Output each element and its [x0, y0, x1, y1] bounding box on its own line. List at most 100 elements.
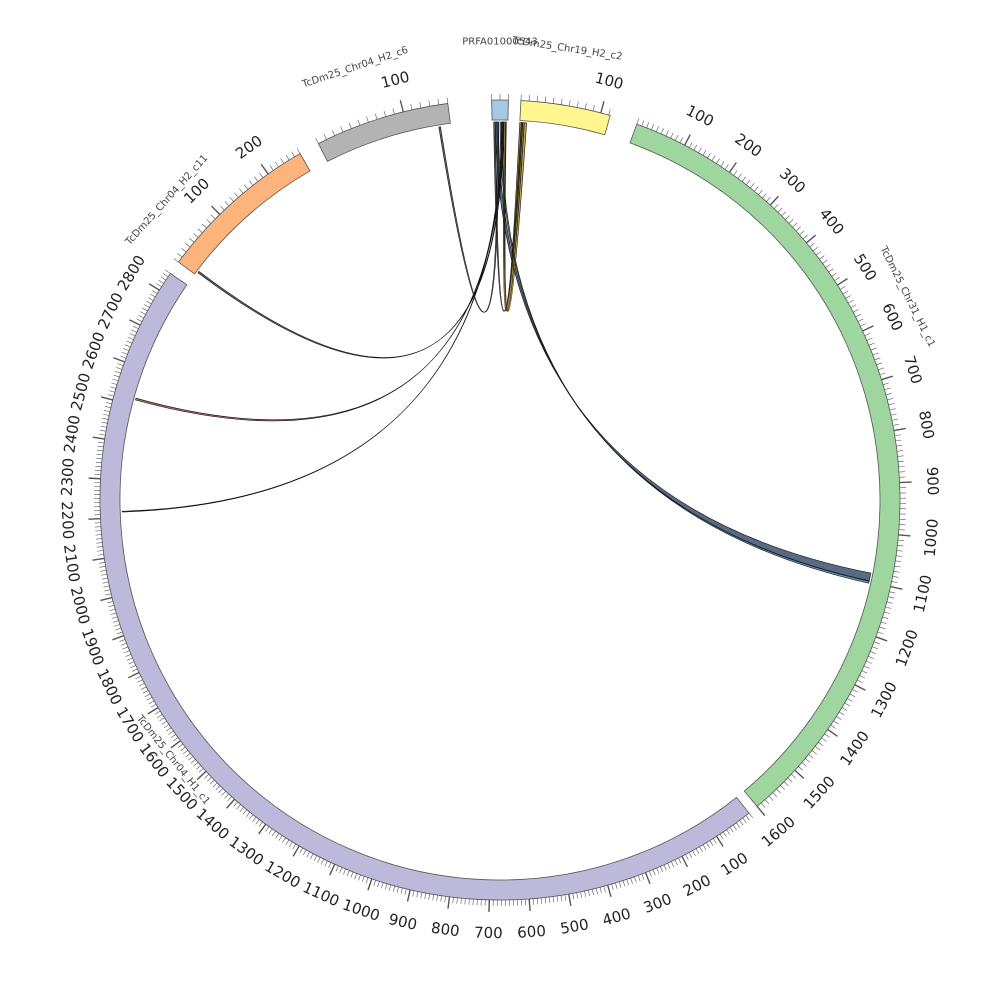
- minor-tick: [119, 639, 126, 642]
- minor-tick: [278, 835, 283, 841]
- minor-tick: [762, 193, 767, 199]
- tick-label: 1100: [910, 573, 936, 614]
- minor-tick: [809, 242, 815, 248]
- minor-tick: [271, 830, 276, 837]
- minor-tick: [844, 702, 850, 707]
- minor-tick: [795, 226, 801, 232]
- minor-tick: [121, 351, 128, 355]
- major-tick: [898, 534, 911, 537]
- minor-tick: [130, 665, 136, 669]
- tick-label: 2100: [60, 543, 83, 583]
- tick-label: 100: [379, 68, 411, 92]
- minor-tick: [772, 792, 778, 798]
- minor-tick: [136, 318, 143, 322]
- tick-label: 400: [600, 904, 632, 929]
- major-tick: [258, 823, 267, 835]
- tick-label: 400: [816, 205, 848, 239]
- minor-tick: [716, 158, 720, 164]
- minor-tick: [366, 116, 369, 123]
- tick-label: 100: [593, 69, 625, 94]
- minor-tick: [159, 717, 165, 722]
- minor-tick: [95, 538, 102, 540]
- minor-tick: [340, 126, 344, 133]
- minor-tick: [880, 621, 887, 625]
- tick-label: 1500: [800, 772, 839, 812]
- minor-tick: [679, 137, 684, 143]
- minor-tick: [131, 668, 138, 672]
- minor-tick: [452, 897, 454, 904]
- minor-tick: [383, 110, 387, 117]
- minor-tick: [227, 796, 232, 802]
- minor-tick: [876, 362, 883, 366]
- tick-label: 1600: [758, 813, 799, 851]
- minor-tick: [446, 97, 449, 104]
- minor-tick: [733, 170, 738, 176]
- minor-tick: [873, 641, 880, 645]
- minor-tick: [392, 108, 395, 115]
- minor-tick: [622, 880, 626, 887]
- minor-tick: [766, 196, 771, 202]
- minor-tick: [670, 132, 674, 139]
- major-tick: [113, 357, 125, 363]
- major-tick: [92, 436, 105, 440]
- major-tick: [329, 863, 336, 876]
- minor-tick: [724, 164, 729, 170]
- minor-tick: [96, 453, 103, 456]
- minor-tick: [847, 698, 853, 702]
- minor-tick: [556, 895, 559, 902]
- minor-tick: [377, 881, 380, 888]
- major-tick: [292, 845, 300, 857]
- segments-layer: [99, 99, 901, 901]
- minor-tick: [150, 293, 156, 298]
- link-ribbon: [135, 121, 504, 422]
- minor-tick: [98, 441, 105, 444]
- minor-tick: [269, 165, 274, 171]
- minor-tick: [158, 279, 164, 284]
- minor-tick: [156, 283, 162, 288]
- segment-s_c1: [629, 123, 901, 807]
- minor-tick: [396, 886, 399, 893]
- minor-tick: [818, 741, 824, 746]
- minor-tick: [641, 873, 645, 880]
- minor-tick: [863, 665, 870, 669]
- minor-tick: [373, 880, 376, 886]
- minor-tick: [816, 251, 822, 256]
- minor-tick: [885, 392, 892, 396]
- minor-tick: [354, 873, 358, 880]
- minor-tick: [864, 332, 871, 336]
- minor-tick: [660, 128, 664, 134]
- minor-tick: [299, 847, 303, 854]
- minor-tick: [103, 409, 110, 412]
- minor-tick: [777, 207, 783, 213]
- minor-tick: [764, 799, 770, 805]
- minor-tick: [268, 828, 273, 834]
- minor-tick: [182, 749, 189, 755]
- minor-tick: [845, 295, 851, 299]
- minor-tick: [100, 429, 107, 432]
- link-ribbon: [438, 121, 499, 313]
- tick-label: 600: [517, 922, 547, 942]
- minor-tick: [229, 196, 234, 202]
- minor-tick: [815, 746, 821, 751]
- tick-label: 700: [900, 353, 926, 386]
- minor-tick: [220, 205, 225, 211]
- major-tick: [805, 234, 817, 244]
- minor-tick: [544, 96, 547, 103]
- minor-tick: [882, 382, 889, 386]
- minor-tick: [339, 867, 343, 874]
- minor-tick: [552, 896, 555, 903]
- major-tick: [794, 769, 805, 779]
- minor-tick: [576, 101, 579, 108]
- tick-label: 500: [559, 915, 590, 938]
- minor-tick: [879, 372, 886, 376]
- minor-tick: [306, 851, 310, 858]
- tick-label: 2200: [58, 501, 78, 540]
- minor-tick: [548, 896, 551, 903]
- minor-tick: [97, 449, 104, 452]
- tick-label: 1300: [226, 832, 267, 869]
- minor-tick: [102, 417, 109, 420]
- major-tick: [447, 896, 451, 909]
- minor-tick: [428, 100, 431, 107]
- tick-label: 2500: [67, 371, 94, 412]
- major-tick: [568, 893, 572, 906]
